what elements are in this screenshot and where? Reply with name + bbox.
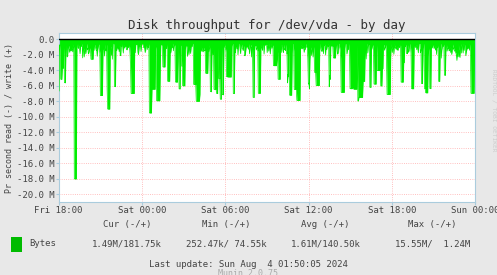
Text: Last update: Sun Aug  4 01:50:05 2024: Last update: Sun Aug 4 01:50:05 2024 [149, 260, 348, 269]
Text: Cur (-/+): Cur (-/+) [102, 220, 151, 229]
Y-axis label: Pr second read (-) / write (+): Pr second read (-) / write (+) [5, 43, 14, 192]
Text: 15.55M/  1.24M: 15.55M/ 1.24M [395, 239, 470, 248]
Text: 1.49M/181.75k: 1.49M/181.75k [92, 239, 162, 248]
Text: Munin 2.0.75: Munin 2.0.75 [219, 270, 278, 275]
Text: Max (-/+): Max (-/+) [408, 220, 457, 229]
Text: 252.47k/ 74.55k: 252.47k/ 74.55k [186, 239, 266, 248]
Text: Min (-/+): Min (-/+) [202, 220, 250, 229]
Text: 1.61M/140.50k: 1.61M/140.50k [291, 239, 360, 248]
Title: Disk throughput for /dev/vda - by day: Disk throughput for /dev/vda - by day [128, 19, 406, 32]
Text: RRDTOOL / TOBI OETIKER: RRDTOOL / TOBI OETIKER [491, 69, 496, 151]
Text: Bytes: Bytes [29, 239, 56, 248]
Text: Avg (-/+): Avg (-/+) [301, 220, 350, 229]
